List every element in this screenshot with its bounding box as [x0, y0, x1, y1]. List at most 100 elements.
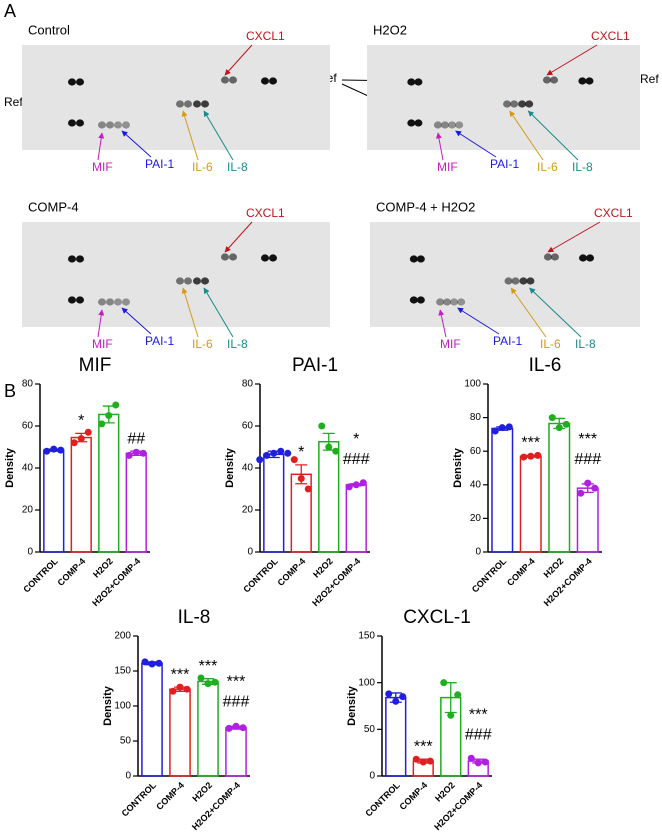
- blot-title: COMP-4 + H2O2: [376, 199, 475, 214]
- y-tick-label: 80: [242, 379, 254, 390]
- blot-spot: [518, 100, 527, 108]
- data-point: [284, 449, 292, 457]
- blot-spot: [579, 254, 588, 262]
- data-point: [239, 724, 247, 732]
- significance-label: ###: [574, 451, 601, 468]
- chart-title: IL-6: [529, 355, 562, 376]
- panel-label: B: [4, 381, 16, 401]
- y-tick-label: 0: [475, 547, 481, 558]
- data-point: [491, 427, 499, 435]
- blot-spot: [122, 298, 130, 306]
- y-axis-label: Density: [102, 685, 114, 726]
- data-point: [197, 674, 205, 682]
- blot-spot: [68, 255, 76, 263]
- bar: [519, 455, 542, 553]
- x-tick-label: CONTROL: [241, 556, 280, 595]
- arrow: [121, 307, 152, 335]
- y-tick-label: 50: [364, 724, 376, 735]
- data-point: [297, 475, 305, 482]
- blot-spot: [201, 277, 209, 285]
- data-point: [169, 687, 177, 695]
- blot-spot: [543, 253, 552, 261]
- data-point: [183, 685, 191, 693]
- blot-spot: [229, 253, 237, 261]
- y-tick-label: 60: [470, 446, 482, 457]
- arrow: [455, 130, 497, 158]
- chart-title: MIF: [79, 355, 112, 376]
- bar: [345, 484, 367, 553]
- y-tick-label: 20: [22, 505, 34, 516]
- y-tick-label: 20: [242, 505, 254, 516]
- bar: [169, 688, 191, 777]
- y-tick-label: 150: [114, 666, 131, 677]
- arrow: [527, 110, 579, 161]
- y-tick-label: 100: [358, 677, 375, 688]
- blot-label: MIF: [437, 160, 458, 174]
- data-point: [577, 489, 585, 497]
- data-point: [277, 447, 285, 455]
- arrow: [546, 44, 598, 76]
- data-point: [352, 481, 360, 489]
- blot-spot: [455, 121, 464, 129]
- significance-label: ***: [414, 738, 433, 755]
- y-tick-label: 50: [120, 736, 132, 747]
- blot-spot: [114, 121, 122, 129]
- x-tick-label: H2O2: [542, 556, 566, 580]
- bar: [225, 726, 247, 777]
- blot-spot: [184, 277, 192, 285]
- y-axis-label: Density: [224, 447, 236, 488]
- data-point: [454, 691, 462, 699]
- blot-spot: [441, 121, 449, 129]
- blot-label: IL-6: [192, 337, 213, 351]
- blot-spot: [98, 121, 106, 129]
- blot-spot: [407, 119, 416, 127]
- bar: [491, 427, 514, 553]
- arrow: [97, 132, 105, 161]
- y-tick-label: 20: [470, 513, 482, 524]
- bar: [125, 452, 147, 553]
- x-tick-label: CONTROL: [120, 780, 159, 819]
- blot-label: PAI-1: [145, 157, 174, 171]
- bar: [318, 441, 340, 553]
- blot-spot: [221, 76, 229, 84]
- blot-image: [370, 222, 640, 327]
- arrow: [203, 287, 234, 338]
- significance-label: ***: [199, 658, 218, 675]
- data-point: [125, 451, 133, 459]
- blot-spot: [98, 298, 106, 306]
- significance-label: ***: [227, 674, 246, 691]
- x-tick-label: H2O2+COMP-4: [90, 556, 142, 608]
- blot-label: IL-6: [540, 337, 561, 351]
- blot-spot: [114, 298, 122, 306]
- significance-label: *: [353, 431, 359, 448]
- data-point: [270, 449, 278, 457]
- blot-spot: [261, 77, 269, 85]
- blot-panel: Control CXCL1 MIF PAI-1 IL-6 IL-8: [22, 22, 330, 174]
- x-tick-label: COMP-4: [398, 780, 430, 812]
- ref-label: Ref: [640, 72, 659, 86]
- bar: [385, 696, 407, 777]
- blot-spot: [407, 78, 416, 86]
- blot-title: COMP-4: [28, 199, 79, 214]
- data-point: [70, 439, 78, 447]
- data-point: [304, 485, 312, 493]
- blot-label: IL-8: [227, 337, 248, 351]
- y-axis-label: Density: [452, 447, 464, 488]
- blot-spot: [450, 298, 459, 306]
- y-axis-label: Density: [346, 685, 358, 726]
- y-axis-label: Density: [4, 447, 16, 488]
- blot-label: CXCL1: [246, 206, 285, 220]
- data-point: [562, 420, 570, 428]
- panel-label: A: [4, 1, 16, 21]
- arrow: [203, 110, 234, 161]
- data-point: [426, 757, 434, 765]
- data-point: [98, 420, 106, 428]
- data-point: [263, 451, 271, 459]
- y-tick-label: 60: [22, 421, 34, 432]
- data-point: [498, 424, 506, 432]
- data-point: [132, 448, 140, 456]
- arrow: [97, 309, 105, 338]
- blot-spot: [409, 255, 418, 263]
- blot-image: [367, 45, 640, 150]
